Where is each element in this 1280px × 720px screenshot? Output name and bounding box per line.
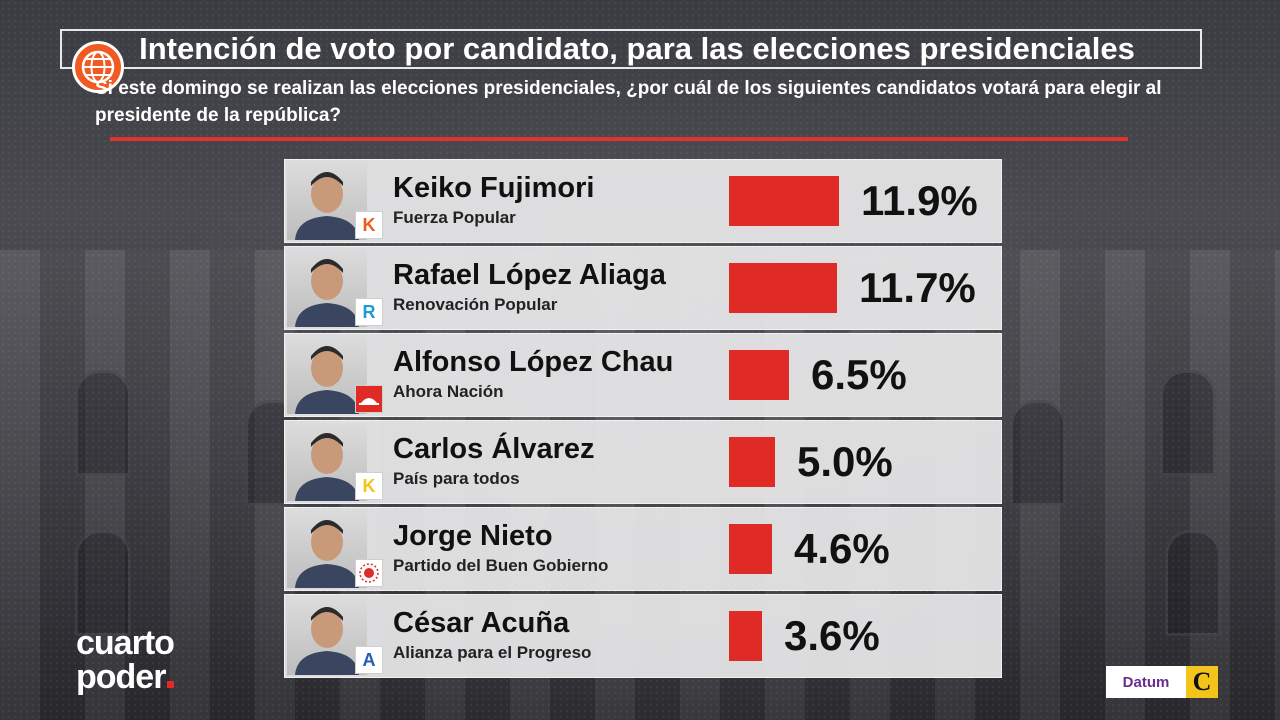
person-icon	[295, 607, 359, 675]
vote-percentage: 6.5%	[811, 351, 907, 398]
logo-line-1: cuarto	[76, 624, 175, 662]
cuarto-poder-logo: cuarto poder	[76, 624, 175, 694]
vote-percentage: 4.6%	[794, 525, 890, 572]
party-logo-icon: K	[355, 472, 383, 500]
candidate-row: K Carlos Álvarez País para todos 5.0%	[284, 420, 1002, 504]
party-logo-icon: A	[355, 646, 383, 674]
candidate-photo	[287, 423, 367, 501]
candidate-list: K Keiko Fujimori Fuerza Popular 11.9% R Rafae…	[284, 159, 1002, 681]
el-comercio-mark: C	[1192, 667, 1212, 696]
candidate-name: Rafael López Aliaga	[393, 259, 666, 291]
vote-percentage: 11.7%	[859, 264, 976, 311]
candidate-party: Alianza para el Progreso	[393, 643, 592, 662]
candidate-row: Jorge Nieto Partido del Buen Gobierno 4.6%	[284, 507, 1002, 591]
candidate-row: Alfonso López Chau Ahora Nación 6.5%	[284, 333, 1002, 417]
candidate-photo	[287, 336, 367, 414]
candidate-row: K Keiko Fujimori Fuerza Popular 11.9%	[284, 159, 1002, 243]
party-logo-icon	[355, 559, 383, 587]
divider-rule	[110, 137, 1128, 141]
candidate-party: Fuerza Popular	[393, 208, 516, 227]
candidate-name: Alfonso López Chau	[393, 346, 674, 378]
globe-icon	[72, 41, 124, 93]
party-logo-icon	[355, 385, 383, 413]
datum-logo: Datum	[1106, 666, 1186, 698]
candidate-name: Jorge Nieto	[393, 520, 553, 552]
vote-bar	[729, 263, 837, 313]
party-logo-icon: K	[355, 211, 383, 239]
vote-bar	[729, 611, 762, 661]
vote-percentage: 11.9%	[861, 177, 978, 224]
candidate-party: Renovación Popular	[393, 295, 558, 314]
vote-percentage: 5.0%	[797, 438, 893, 485]
person-icon	[295, 172, 359, 240]
vote-bar	[729, 176, 839, 226]
palace-window	[1010, 400, 1066, 506]
survey-question: Si este domingo se realizan las eleccion…	[95, 78, 1162, 126]
vote-bar	[729, 350, 789, 400]
chart-title: Intención de voto por candidato, para la…	[139, 31, 1135, 66]
person-icon	[295, 520, 359, 588]
candidate-photo	[287, 249, 367, 327]
person-icon	[295, 259, 359, 327]
candidate-name: Carlos Álvarez	[393, 433, 595, 465]
candidate-name: César Acuña	[393, 607, 570, 639]
candidate-party: Partido del Buen Gobierno	[393, 556, 609, 575]
palace-window	[1165, 530, 1221, 636]
candidate-row: A César Acuña Alianza para el Progreso 3.6%	[284, 594, 1002, 678]
party-logo-icon: R	[355, 298, 383, 326]
candidate-row: R Rafael López Aliaga Renovación Popular 11…	[284, 246, 1002, 330]
person-icon	[295, 346, 359, 414]
el-comercio-logo: C	[1186, 666, 1218, 698]
candidate-photo	[287, 510, 367, 588]
palace-window	[75, 530, 131, 636]
vote-percentage: 3.6%	[784, 612, 880, 659]
candidate-party: Ahora Nación	[393, 382, 504, 401]
candidate-photo	[287, 162, 367, 240]
candidate-party: País para todos	[393, 469, 520, 488]
candidate-photo	[287, 597, 367, 675]
logo-line-2: poder	[76, 660, 175, 694]
candidate-name: Keiko Fujimori	[393, 172, 595, 204]
palace-window	[1160, 370, 1216, 476]
vote-bar	[729, 437, 775, 487]
palace-window	[75, 370, 131, 476]
globe-icon-svg	[81, 50, 115, 84]
title-frame	[60, 29, 1202, 69]
vote-bar	[729, 524, 772, 574]
person-icon	[295, 433, 359, 501]
datum-label: Datum	[1122, 673, 1170, 691]
